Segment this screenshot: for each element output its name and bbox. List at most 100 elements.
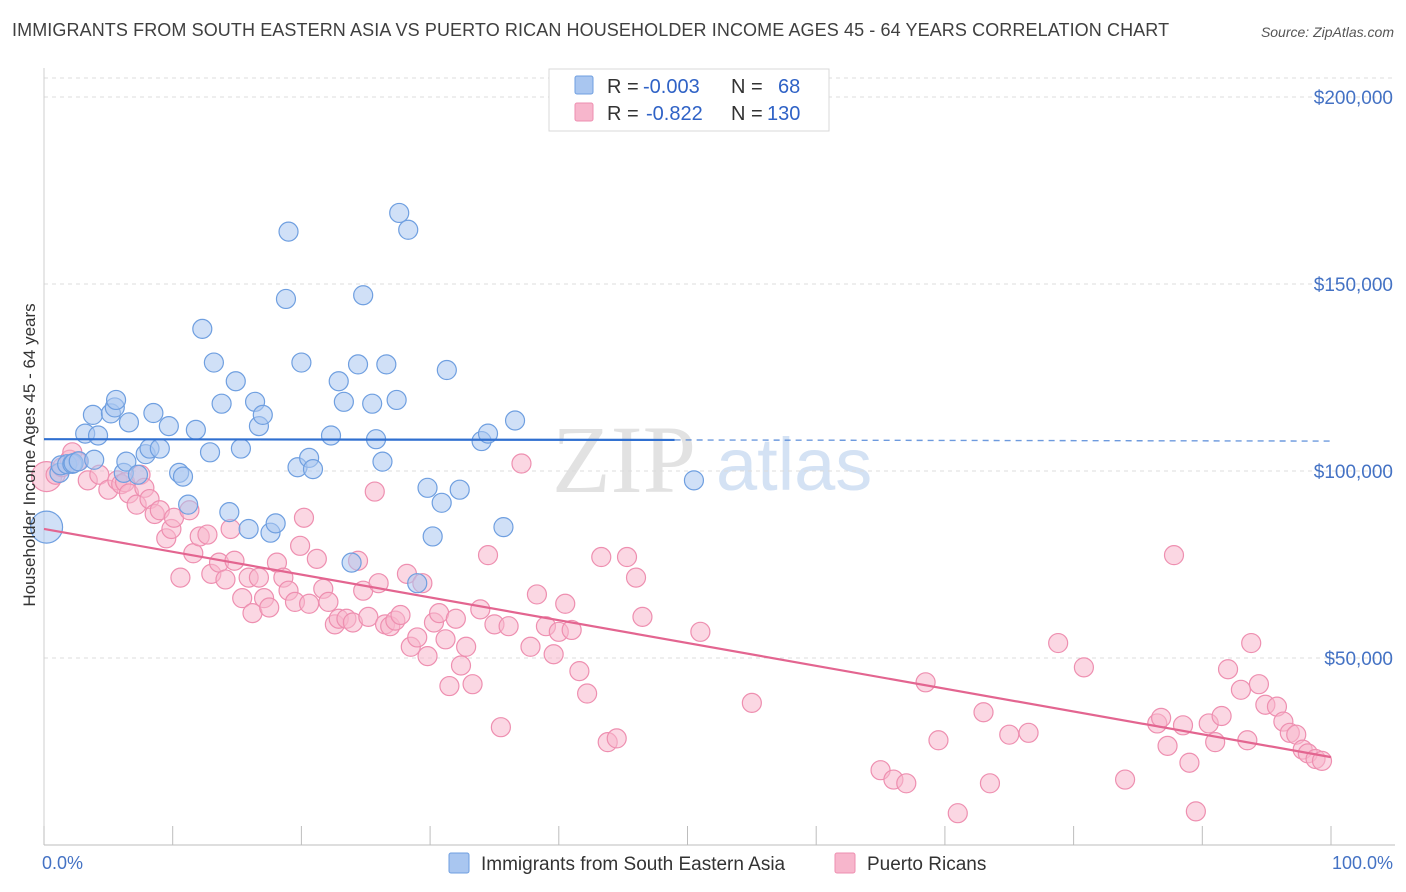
puerto-ricans-point — [1211, 705, 1232, 727]
immigrants-point — [278, 221, 299, 242]
legend-n-value-blue: 68 — [778, 76, 800, 98]
puerto-ricans-point — [390, 604, 411, 626]
puerto-ricans-point — [928, 730, 949, 751]
puerto-ricans-point — [1048, 632, 1069, 654]
puerto-ricans-point — [477, 545, 499, 566]
puerto-ricans-point — [616, 546, 638, 568]
puerto-ricans-point — [973, 702, 994, 723]
immigrants-point — [149, 438, 170, 459]
immigrants-point — [376, 354, 397, 375]
x-tick-labels: 0.0% 100.0% — [42, 853, 1393, 873]
legend-n-value-pink: 130 — [767, 103, 800, 125]
immigrants-point — [504, 410, 526, 431]
immigrants-point — [275, 288, 297, 310]
immigrants-point — [158, 416, 179, 437]
trend-lines — [43, 438, 1332, 759]
puerto-ricans-point — [741, 692, 762, 713]
legend-swatch-pink — [574, 102, 594, 122]
correlation-legend: R = -0.003 N = 68 R = -0.822 N = 130 — [548, 68, 830, 132]
y-tick-label: $100,000 — [1314, 462, 1393, 483]
immigrants-point — [105, 389, 127, 411]
puerto-ricans-point — [248, 567, 270, 588]
puerto-ricans-point — [290, 535, 311, 556]
y-tick-label: $150,000 — [1314, 275, 1393, 296]
puerto-ricans-point — [232, 588, 253, 609]
immigrants-point — [82, 404, 104, 425]
immigrants-point — [386, 389, 407, 411]
puerto-ricans-point — [625, 567, 647, 588]
puerto-ricans-point — [358, 606, 379, 627]
immigrants-point — [372, 451, 393, 472]
x-tick-label: 100.0% — [1332, 853, 1393, 873]
y-tick-label: $50,000 — [1324, 649, 1393, 670]
puerto-ricans-point — [1073, 657, 1094, 678]
puerto-ricans-point — [456, 636, 477, 657]
watermark-zip: ZIP — [552, 406, 696, 513]
puerto-ricans-point — [1241, 632, 1262, 654]
immigrants-point — [493, 516, 514, 538]
legend-r-label-blue: R = — [607, 76, 639, 98]
puerto-ricans-point — [1018, 722, 1039, 743]
immigrants-point — [291, 352, 312, 373]
puerto-ricans-point — [498, 616, 519, 637]
puerto-ricans-point — [915, 672, 936, 693]
legend-swatch-blue — [574, 75, 594, 95]
puerto-ricans-point — [511, 453, 532, 474]
puerto-ricans-point — [979, 773, 1001, 794]
puerto-ricans-point — [306, 548, 327, 569]
legend-n-label-pink: N = — [731, 103, 763, 125]
immigrants-point — [398, 219, 419, 240]
immigrants-point — [362, 393, 383, 414]
immigrants-point — [320, 425, 342, 446]
puerto-ricans-point — [690, 621, 711, 642]
immigrants-point — [192, 318, 213, 339]
immigrants-point — [265, 513, 286, 534]
puerto-ricans-point — [1151, 707, 1172, 728]
immigrants-point — [683, 470, 705, 491]
immigrants-point — [230, 438, 252, 459]
puerto-ricans-point — [293, 507, 315, 528]
immigrants-point — [449, 479, 470, 500]
legend-n-label-blue: N = — [731, 76, 763, 98]
puerto-ricans-point — [215, 569, 236, 590]
legend-r-value-pink: -0.822 — [646, 103, 703, 125]
immigrants-point — [185, 419, 206, 440]
immigrants-point — [172, 466, 194, 487]
puerto-ricans-point — [170, 567, 191, 588]
immigrants-point — [84, 449, 105, 470]
puerto-ricans-point — [299, 593, 320, 614]
immigrants-point — [199, 442, 221, 463]
puerto-ricans-point — [555, 593, 576, 614]
immigrants-point — [417, 477, 438, 498]
puerto-ricans-point — [1114, 769, 1136, 790]
puerto-ricans-point — [417, 646, 438, 667]
puerto-ricans-point — [318, 591, 339, 613]
puerto-ricans-trend-line — [43, 527, 1332, 759]
y-tick-labels: $50,000 $100,000 $150,000 $200,000 — [1314, 88, 1393, 670]
legend-box — [548, 68, 830, 132]
puerto-ricans-point — [577, 683, 598, 704]
puerto-ricans-point — [569, 660, 590, 682]
watermark-atlas: atlas — [716, 423, 872, 506]
chart-title: IMMIGRANTS FROM SOUTH EASTERN ASIA VS PU… — [12, 20, 1170, 40]
puerto-ricans-point — [429, 603, 450, 624]
immigrants-point — [127, 464, 149, 485]
puerto-ricans-point — [1185, 801, 1206, 822]
immigrants-point — [252, 404, 273, 425]
puerto-ricans-point — [896, 773, 917, 794]
puerto-ricans-point — [220, 518, 241, 540]
immigrants-point — [436, 359, 457, 381]
series-legend-swatch-pink — [834, 852, 856, 874]
puerto-ricans-point — [1157, 735, 1178, 756]
puerto-ricans-point — [450, 655, 472, 676]
immigrants-point — [341, 552, 362, 573]
puerto-ricans-point — [1179, 752, 1200, 773]
source-credit: Source: ZipAtlas.com — [1260, 24, 1394, 40]
immigrants-point — [225, 371, 246, 392]
immigrants-point — [477, 423, 499, 444]
puerto-ricans-point — [439, 675, 460, 697]
immigrants-point — [347, 354, 369, 375]
immigrants-trend-line — [43, 438, 675, 442]
immigrants-point — [116, 451, 137, 472]
